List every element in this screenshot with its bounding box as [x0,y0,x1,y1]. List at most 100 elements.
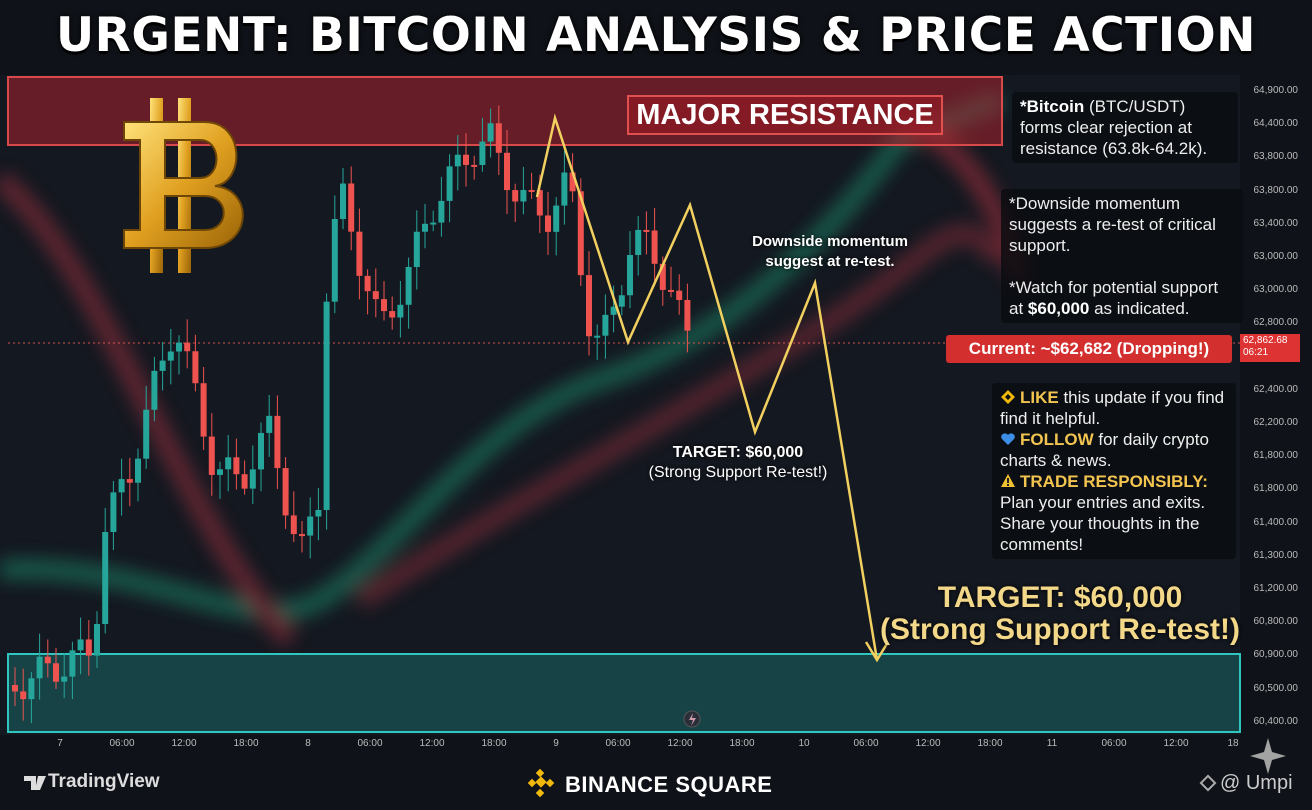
candle [545,215,551,232]
x-tick-label: 18:00 [729,738,755,749]
candle [676,290,683,300]
candle [528,189,535,192]
x-tick-label: 06:00 [357,738,383,749]
candle [512,190,519,202]
y-tick-label: 63,000.00 [1253,284,1299,296]
line: TARGET: $60,000 [672,444,804,461]
candle [594,335,601,338]
note-bitcoin: *Bitcoin (BTC/USDT) forms clear rejectio… [1012,92,1238,163]
candle [53,663,59,682]
candle [36,656,43,679]
candles [12,105,691,724]
candle [249,469,256,489]
y-tick-label: 64,900.00 [1253,85,1299,96]
price-tag: 62,862.68 06:21 [1240,335,1303,359]
candle [536,190,543,216]
y-tick-label: 62,400.00 [1253,383,1299,395]
x-tick-label: 11 [1046,738,1058,749]
target-small: TARGET: $60,000 (Strong Support Re-test!) [628,443,848,483]
author-icon [1199,774,1217,792]
candle [397,304,404,318]
candle [118,479,125,493]
x-tick-label: 12:00 [171,738,197,749]
candle [184,342,191,352]
candle [405,267,412,305]
candle [553,205,560,232]
x-tick-label: 7 [57,738,63,749]
y-tick-label: 60,400.00 [1253,715,1299,727]
candle [651,230,658,264]
x-tick-label: 06:00 [1101,738,1127,749]
note-calls: LIKE this update if you find find it hel… [992,383,1236,559]
resistance-label-bg [627,95,943,135]
candle [61,676,68,682]
candle [471,164,478,167]
candle [20,691,27,700]
candle [200,383,207,437]
candle [602,314,609,336]
candle [167,351,174,361]
support-zone [7,653,1241,733]
candle [85,639,92,656]
x-tick-label: 10 [798,738,810,749]
call-text: Plan your entries and exits. Share your … [1000,493,1206,554]
candle [69,650,76,677]
candle [495,123,502,153]
candle [463,154,469,165]
candle [135,458,141,483]
y-tick-label: 63,000.00 [1253,251,1299,262]
x-tick-label: 12:00 [1163,738,1189,749]
candle [487,123,494,142]
y-tick-label: 61,800.00 [1253,483,1299,495]
candle [520,189,527,202]
tradingview: TradingView [48,771,160,792]
y-tick-label: 63,400.00 [1253,217,1299,229]
note-bold: $60,000 [1027,299,1090,318]
x-tick-label: 12:00 [667,738,693,749]
candle [610,306,617,315]
candle [618,295,625,307]
candle [28,678,35,700]
time: 06:21 [1243,347,1269,358]
candle [143,409,150,459]
candle [627,255,633,296]
candle [364,275,371,292]
call: LIKE this update if you find find it hel… [1000,387,1228,429]
x-tick-label: 18:00 [481,738,507,749]
candle [208,436,215,475]
call-text: this update if you find find it helpful. [1000,388,1225,428]
candle [635,229,642,256]
candle [44,656,51,664]
current-bg [946,335,1232,363]
candle [274,415,281,469]
binance-logo [527,768,555,798]
call-text: for daily crypto charts & news. [1000,430,1209,470]
candle [668,289,674,292]
lightning [689,713,696,726]
candle [12,685,18,692]
candle [77,639,84,651]
price-tag-bg [1240,334,1300,362]
author: @ Umpi [1220,772,1293,794]
y-tick-label: 63,800.00 [1253,184,1299,196]
y-tick-label: 61,400.00 [1253,516,1299,528]
candle [102,531,109,624]
candle [159,360,166,371]
candle [217,469,223,475]
candle [340,183,346,220]
note-bold: *Bitcoin [1020,97,1085,116]
current-label: Current: ~$62,682 (Dropping!) [968,339,1210,358]
note-text: (BTC/USDT) forms clear rejection at resi… [1020,97,1208,158]
candle [586,275,592,337]
candle [266,415,273,433]
call-key: TRADE RESPONSIBLY: [1020,472,1208,491]
line: (Strong Support Re-test!) [648,464,828,481]
candle [356,231,363,276]
x-tick-label: 18 [1227,738,1239,749]
candle [504,152,510,191]
target-big: TARGET: $60,000 (Strong Support Re-test!) [880,582,1240,646]
candle [307,516,314,536]
y-tick-label: 63,800.00 [1253,151,1299,163]
call: TRADE RESPONSIBLY: Plan your entries and… [1000,471,1228,555]
